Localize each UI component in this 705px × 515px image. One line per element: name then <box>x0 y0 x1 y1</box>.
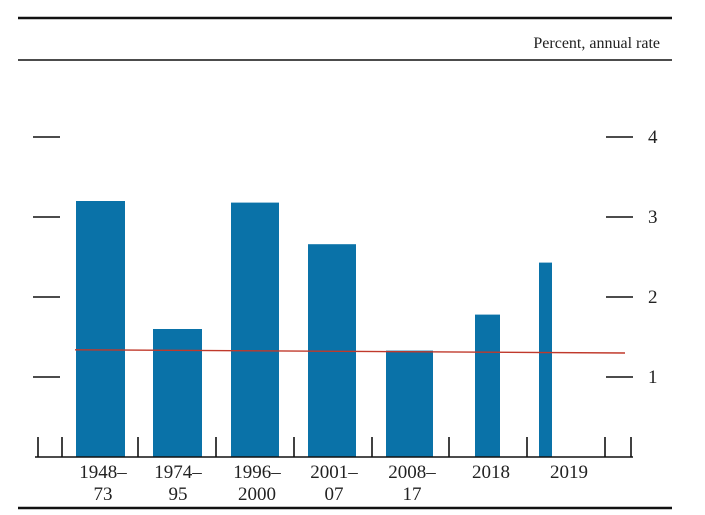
x-axis-ticks <box>37 437 632 457</box>
y-tick-label-1: 1 <box>648 367 658 388</box>
bars <box>76 201 552 457</box>
bar-4 <box>386 350 433 457</box>
category-label-2: 1996– 2000 <box>233 462 281 505</box>
category-label-1: 1974– 95 <box>154 462 202 505</box>
bar-1 <box>153 329 202 457</box>
category-label-4: 2008– 17 <box>388 462 436 505</box>
category-label-0: 1948– 73 <box>79 462 127 505</box>
category-label-3: 2001– 07 <box>310 462 358 505</box>
bar-6 <box>539 262 552 457</box>
x-axis-labels: 1948– 73 1974– 95 1996– 2000 2001– 07 2008– 17 201… <box>79 462 588 505</box>
y-tick-label-3: 3 <box>648 207 658 228</box>
right-axis-ticks: 1 2 3 4 <box>606 127 658 388</box>
bar-5 <box>475 314 500 457</box>
y-tick-label-4: 4 <box>648 127 658 148</box>
reference-line-group <box>74 349 626 354</box>
category-label-5: 2018 <box>472 462 510 483</box>
reference-line <box>74 349 626 354</box>
bar-0 <box>76 201 125 457</box>
bar-2 <box>231 202 279 457</box>
category-label-6: 2019 <box>550 462 588 483</box>
left-axis-ticks <box>33 136 60 378</box>
unit-label: Percent, annual rate <box>533 35 660 52</box>
y-tick-label-2: 2 <box>648 287 658 308</box>
